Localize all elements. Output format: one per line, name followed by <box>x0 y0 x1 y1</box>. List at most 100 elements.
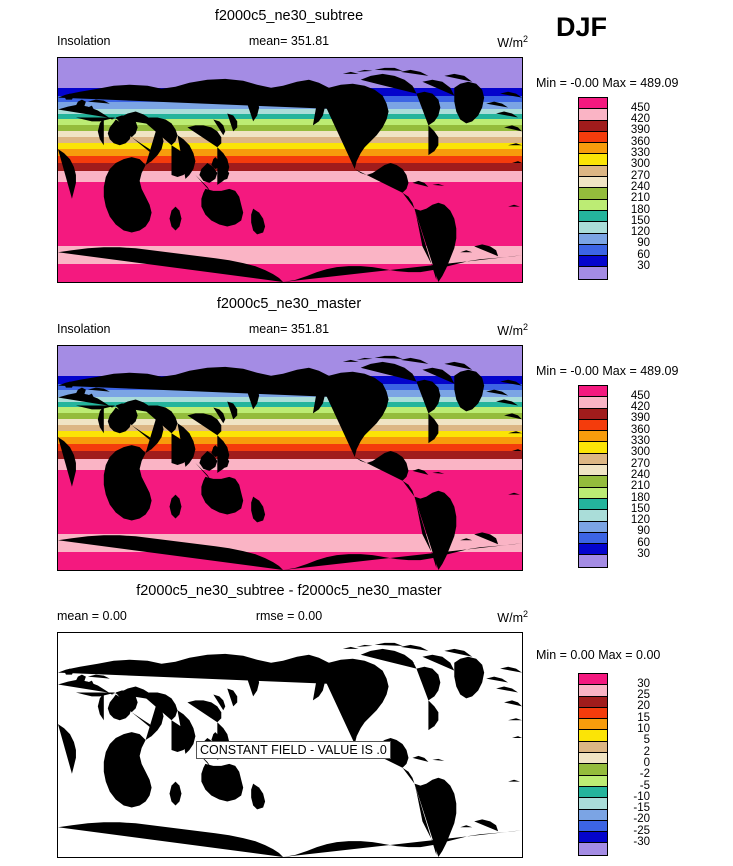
colorbar-tick-label: -2 <box>639 768 650 781</box>
constant-field-annotation: CONSTANT FIELD - VALUE IS .0 <box>196 741 391 759</box>
colorbar-cell <box>579 498 607 511</box>
colorbar-cell <box>579 131 607 144</box>
units-label: W/m <box>497 324 523 339</box>
units-label: W/m <box>497 611 523 626</box>
colorbar-tick-label: 390 <box>630 124 650 137</box>
colorbar-cell <box>579 730 607 742</box>
coastlines-master <box>58 355 522 570</box>
colorbar-cell <box>579 544 607 556</box>
colorbar-cell <box>579 798 607 810</box>
contour-band <box>58 451 522 459</box>
colorbar-tick-label: 450 <box>630 101 650 114</box>
colorbar-tick-label: 5 <box>643 734 650 747</box>
colorbar-cell <box>579 233 607 245</box>
colorbar-cell <box>579 707 607 720</box>
contour-band <box>58 58 522 88</box>
colorbar-tick-label: -20 <box>633 813 650 826</box>
colorbar-swatches-master <box>578 385 608 568</box>
colorbar-tick-label: 30 <box>637 548 650 560</box>
colorbar-cell <box>579 532 607 545</box>
colorbar-tick-label: -10 <box>633 790 650 803</box>
units-exponent: 2 <box>522 34 528 44</box>
contour-band <box>58 402 522 407</box>
colorbar-tick-label: 420 <box>630 113 650 126</box>
contour-band <box>58 119 522 125</box>
colorbar-tick-label: 270 <box>630 169 650 182</box>
colorbar-cell <box>579 685 607 697</box>
season-title: DJF <box>556 12 608 42</box>
colorbar-cell <box>579 719 607 731</box>
contour-band <box>58 137 522 143</box>
colorbar-cell <box>579 419 607 432</box>
colorbar-cell <box>579 199 607 211</box>
colorbar-tick-label: -30 <box>633 836 650 848</box>
colorbar-tick-label: 15 <box>637 711 650 724</box>
units-exponent: 2 <box>522 609 528 619</box>
colorbar-tick-label: 330 <box>630 147 650 159</box>
colorbar-cell <box>579 177 607 189</box>
contour-band <box>58 425 522 431</box>
colorbar-tick-label: 0 <box>643 756 650 769</box>
colorbar-cell <box>579 222 607 234</box>
colorbar-cell <box>579 521 607 533</box>
colorbar-cell <box>579 674 607 686</box>
colorbar-cell <box>579 98 607 110</box>
colorbar-tick-label: 120 <box>630 226 650 239</box>
colorbar-tick-label: 30 <box>637 260 650 272</box>
colorbar-cell <box>579 696 607 708</box>
contour-band <box>58 143 522 149</box>
colorbar-tick-label: -15 <box>633 802 650 815</box>
contour-band <box>58 459 522 470</box>
colorbar-cell <box>579 753 607 765</box>
colorbar-cell <box>579 809 607 821</box>
contour-band <box>58 149 522 156</box>
contour-band <box>58 437 522 444</box>
panel-mean-label-difference: mean = 0.00 <box>57 609 127 623</box>
panel-title-subtree: f2000c5_ne30_subtree <box>214 8 364 24</box>
panel-left-label-master: Insolation <box>57 322 111 336</box>
colorbar-cell <box>579 386 607 398</box>
colorbar-tick-label: 25 <box>637 689 650 702</box>
colorbar-cell <box>579 465 607 477</box>
colorbar-cell <box>579 188 607 200</box>
colorbar-cell <box>579 832 607 844</box>
colorbar-tick-label: 60 <box>637 248 650 261</box>
contour-band <box>58 114 522 119</box>
contour-band <box>58 407 522 413</box>
contour-band <box>58 109 522 114</box>
map-master <box>57 345 523 571</box>
panel-mean-label-master: mean= 351.81 <box>248 322 330 336</box>
contour-band <box>58 125 522 131</box>
colorbar-tick-label: 210 <box>630 480 650 493</box>
panel-title-master: f2000c5_ne30_master <box>216 296 362 312</box>
colorbar-tick-label: 10 <box>637 723 650 735</box>
colorbar-cell <box>579 154 607 166</box>
colorbar-swatches-difference <box>578 673 608 856</box>
colorbar-cell <box>579 431 607 443</box>
colorbar-cell <box>579 244 607 257</box>
colorbar-tick-label: 180 <box>630 491 650 504</box>
colorbar-tick-label: 240 <box>630 468 650 481</box>
colorbar-tick-label: 390 <box>630 412 650 425</box>
minmax-difference: Min = 0.00 Max = 0.00 <box>536 648 661 662</box>
colorbar-tick-label: 120 <box>630 514 650 527</box>
colorbar-swatches-subtree <box>578 97 608 280</box>
map-subtree <box>57 57 523 283</box>
colorbar-tick-label: 270 <box>630 457 650 470</box>
panel-left-label-subtree: Insolation <box>57 34 111 48</box>
units-label: W/m <box>497 36 523 51</box>
colorbar-tick-label: 150 <box>630 502 650 515</box>
colorbar-cell <box>579 120 607 132</box>
contour-band <box>58 163 522 171</box>
colorbar-tick-label: -25 <box>633 824 650 837</box>
colorbar-cell <box>579 267 607 279</box>
contour-band <box>58 346 522 376</box>
colorbar-cell <box>579 256 607 268</box>
colorbar-cell <box>579 397 607 409</box>
colorbar-cell <box>579 109 607 121</box>
colorbar-tick-label: 300 <box>630 446 650 459</box>
colorbar-cell <box>579 453 607 466</box>
colorbar-cell <box>579 843 607 855</box>
colorbar-tick-label: 360 <box>630 135 650 148</box>
colorbar-tick-label: 420 <box>630 401 650 414</box>
